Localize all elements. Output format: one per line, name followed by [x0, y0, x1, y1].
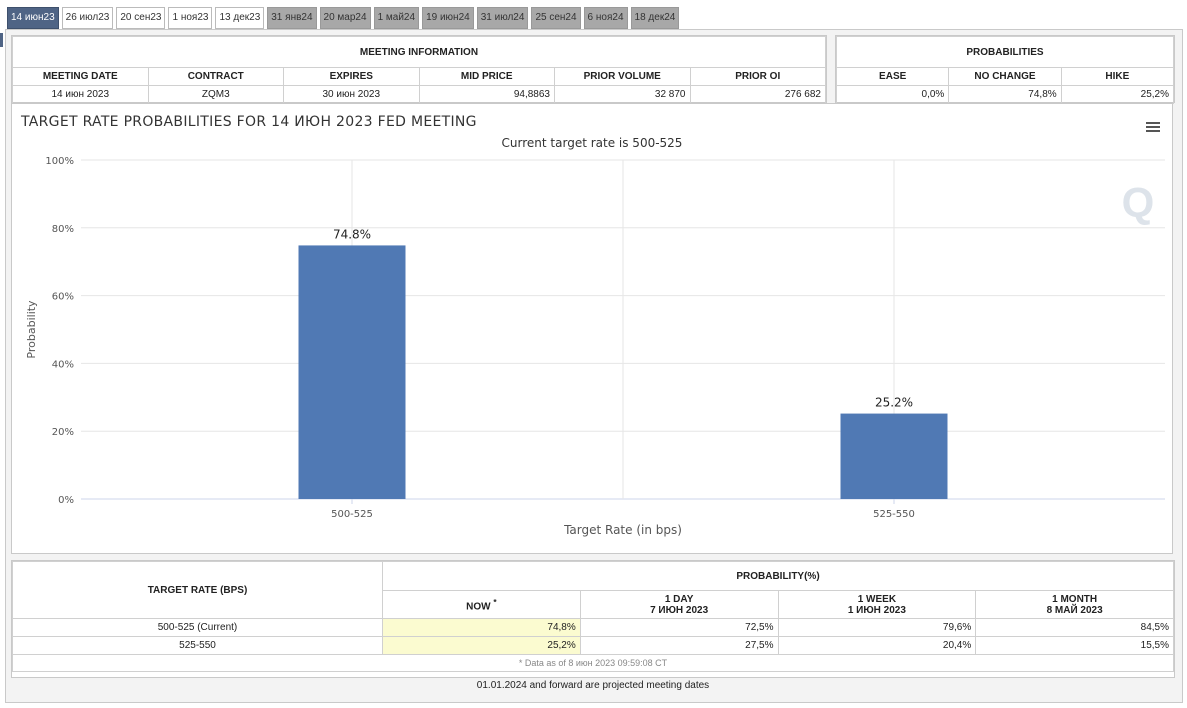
bar-data-label: 74.8% [333, 227, 371, 241]
header-1-month-label: 1 MONTH [1052, 593, 1098, 605]
header-now: NOW * [382, 590, 581, 619]
tab-meeting-date[interactable]: 1 ноя23 [168, 7, 213, 29]
probability-chart: TARGET RATE PROBABILITIES FOR 14 ИЮН 202… [20, 114, 1165, 537]
header-meeting-date: MEETING DATE [12, 67, 149, 86]
chart-title: TARGET RATE PROBABILITIES FOR 14 ИЮН 202… [20, 114, 477, 130]
row-1-week: 79,6% [777, 618, 977, 637]
bar-data-label: 25.2% [875, 396, 913, 410]
header-1-month: 1 MONTH 8 МАЙ 2023 [975, 590, 1174, 619]
value-hike: 25,2% [1060, 85, 1175, 104]
left-accent-bar [0, 33, 3, 47]
header-1-week-date: 1 ИЮН 2023 [847, 604, 906, 616]
header-target-rate: TARGET RATE (BPS) [12, 561, 383, 619]
header-prior-volume: PRIOR VOLUME [554, 67, 691, 86]
value-prior-volume: 32 870 [554, 85, 691, 104]
table-row: 525-550 25,2% 27,5% 20,4% 15,5% [12, 636, 1174, 655]
header-1-week: 1 WEEK 1 ИЮН 2023 [777, 590, 977, 619]
header-now-label: NOW [466, 601, 491, 613]
tab-meeting-date[interactable]: 25 сен24 [531, 7, 581, 29]
meeting-info-title: MEETING INFORMATION [12, 36, 826, 68]
y-axis-label: Probability [25, 300, 38, 359]
row-1-week: 20,4% [777, 636, 977, 655]
probabilities-table: PROBABILITIES EASE NO CHANGE HIKE 0,0% 7… [835, 36, 1175, 104]
watermark-q-icon: Q [1122, 179, 1155, 226]
tab-meeting-date[interactable]: 20 сен23 [116, 7, 166, 29]
row-1-month: 84,5% [975, 618, 1174, 637]
x-tick-label: 500-525 [331, 509, 373, 520]
x-tick-label: 525-550 [873, 509, 915, 520]
value-prior-oi: 276 682 [689, 85, 826, 104]
row-now: 25,2% [382, 636, 581, 655]
header-mid-price: MID PRICE [418, 67, 555, 86]
table-row: 500-525 (Current) 74,8% 72,5% 79,6% 84,5… [12, 618, 1174, 637]
x-axis-label: Target Rate (in bps) [563, 523, 682, 537]
tab-meeting-date[interactable]: 1 май24 [373, 7, 420, 29]
tab-meeting-date[interactable]: 19 июн24 [422, 7, 474, 29]
tab-meeting-date[interactable]: 14 июн23 [7, 7, 59, 29]
tab-meeting-date[interactable]: 26 июл23 [61, 7, 114, 29]
header-contract: CONTRACT [147, 67, 284, 86]
header-1-month-date: 8 МАЙ 2023 [1046, 604, 1103, 616]
header-no-change: NO CHANGE [948, 67, 1062, 86]
header-expires: EXPIRES [283, 67, 420, 86]
meeting-info-panel: MEETING INFORMATION MEETING DATE CONTRAC… [11, 35, 827, 104]
tab-meeting-date[interactable]: 31 янв24 [267, 7, 317, 29]
y-tick-label: 0% [58, 495, 74, 506]
value-contract: ZQM3 [147, 85, 284, 104]
row-rate: 500-525 (Current) [12, 618, 383, 637]
row-rate: 525-550 [12, 636, 383, 655]
y-tick-label: 100% [45, 156, 74, 167]
probability-history-panel: TARGET RATE (BPS) PROBABILITY(%) NOW * 1… [11, 560, 1175, 678]
header-1-day: 1 DAY 7 ИЮН 2023 [579, 590, 779, 619]
chart-subtitle: Current target rate is 500-525 [502, 136, 683, 150]
value-ease: 0,0% [835, 85, 950, 104]
row-1-day: 72,5% [579, 618, 779, 637]
y-tick-label: 80% [52, 224, 74, 235]
header-1-day-label: 1 DAY [664, 593, 694, 605]
header-hike: HIKE [1060, 67, 1175, 86]
tab-meeting-date[interactable]: 31 июл24 [476, 7, 529, 29]
hamburger-menu-icon[interactable] [1146, 122, 1160, 133]
header-prior-oi: PRIOR OI [689, 67, 826, 86]
y-tick-label: 20% [52, 427, 74, 438]
value-no-change: 74,8% [948, 85, 1062, 104]
bar [298, 245, 406, 499]
projected-dates-note: 01.01.2024 and forward are projected mee… [476, 680, 710, 691]
meeting-info-table: MEETING INFORMATION MEETING DATE CONTRAC… [12, 36, 826, 104]
header-ease: EASE [835, 67, 950, 86]
value-meeting-date: 14 июн 2023 [12, 85, 149, 104]
probabilities-panel: PROBABILITIES EASE NO CHANGE HIKE 0,0% 7… [835, 35, 1175, 104]
meeting-date-tabs: 14 июн23 26 июл23 20 сен23 1 ноя23 13 дек23 3… [7, 7, 680, 29]
row-1-month: 15,5% [975, 636, 1174, 655]
value-expires: 30 июн 2023 [283, 85, 420, 104]
y-tick-label: 60% [52, 292, 74, 303]
row-1-day: 27,5% [579, 636, 779, 655]
header-1-day-date: 7 ИЮН 2023 [650, 604, 709, 616]
data-timestamp-note: * Data as of 8 июн 2023 09:59:08 CT [12, 654, 1174, 672]
header-1-week-label: 1 WEEK [857, 593, 897, 605]
tab-meeting-date[interactable]: 20 мар24 [319, 7, 371, 29]
probabilities-title: PROBABILITIES [836, 36, 1174, 68]
chart-panel: TARGET RATE PROBABILITIES FOR 14 ИЮН 202… [11, 103, 1173, 554]
tab-meeting-date[interactable]: 6 ноя24 [583, 7, 628, 29]
header-now-asterisk: * [493, 596, 497, 607]
tab-meeting-date[interactable]: 13 дек23 [215, 7, 265, 29]
row-now: 74,8% [382, 618, 581, 637]
bar [840, 413, 948, 499]
tab-meeting-date[interactable]: 18 дек24 [630, 7, 680, 29]
value-mid-price: 94,8863 [418, 85, 555, 104]
header-probability-group: PROBABILITY(%) [382, 561, 1174, 591]
y-tick-label: 40% [52, 359, 74, 370]
probability-history-table: TARGET RATE (BPS) PROBABILITY(%) NOW * 1… [12, 561, 1174, 672]
